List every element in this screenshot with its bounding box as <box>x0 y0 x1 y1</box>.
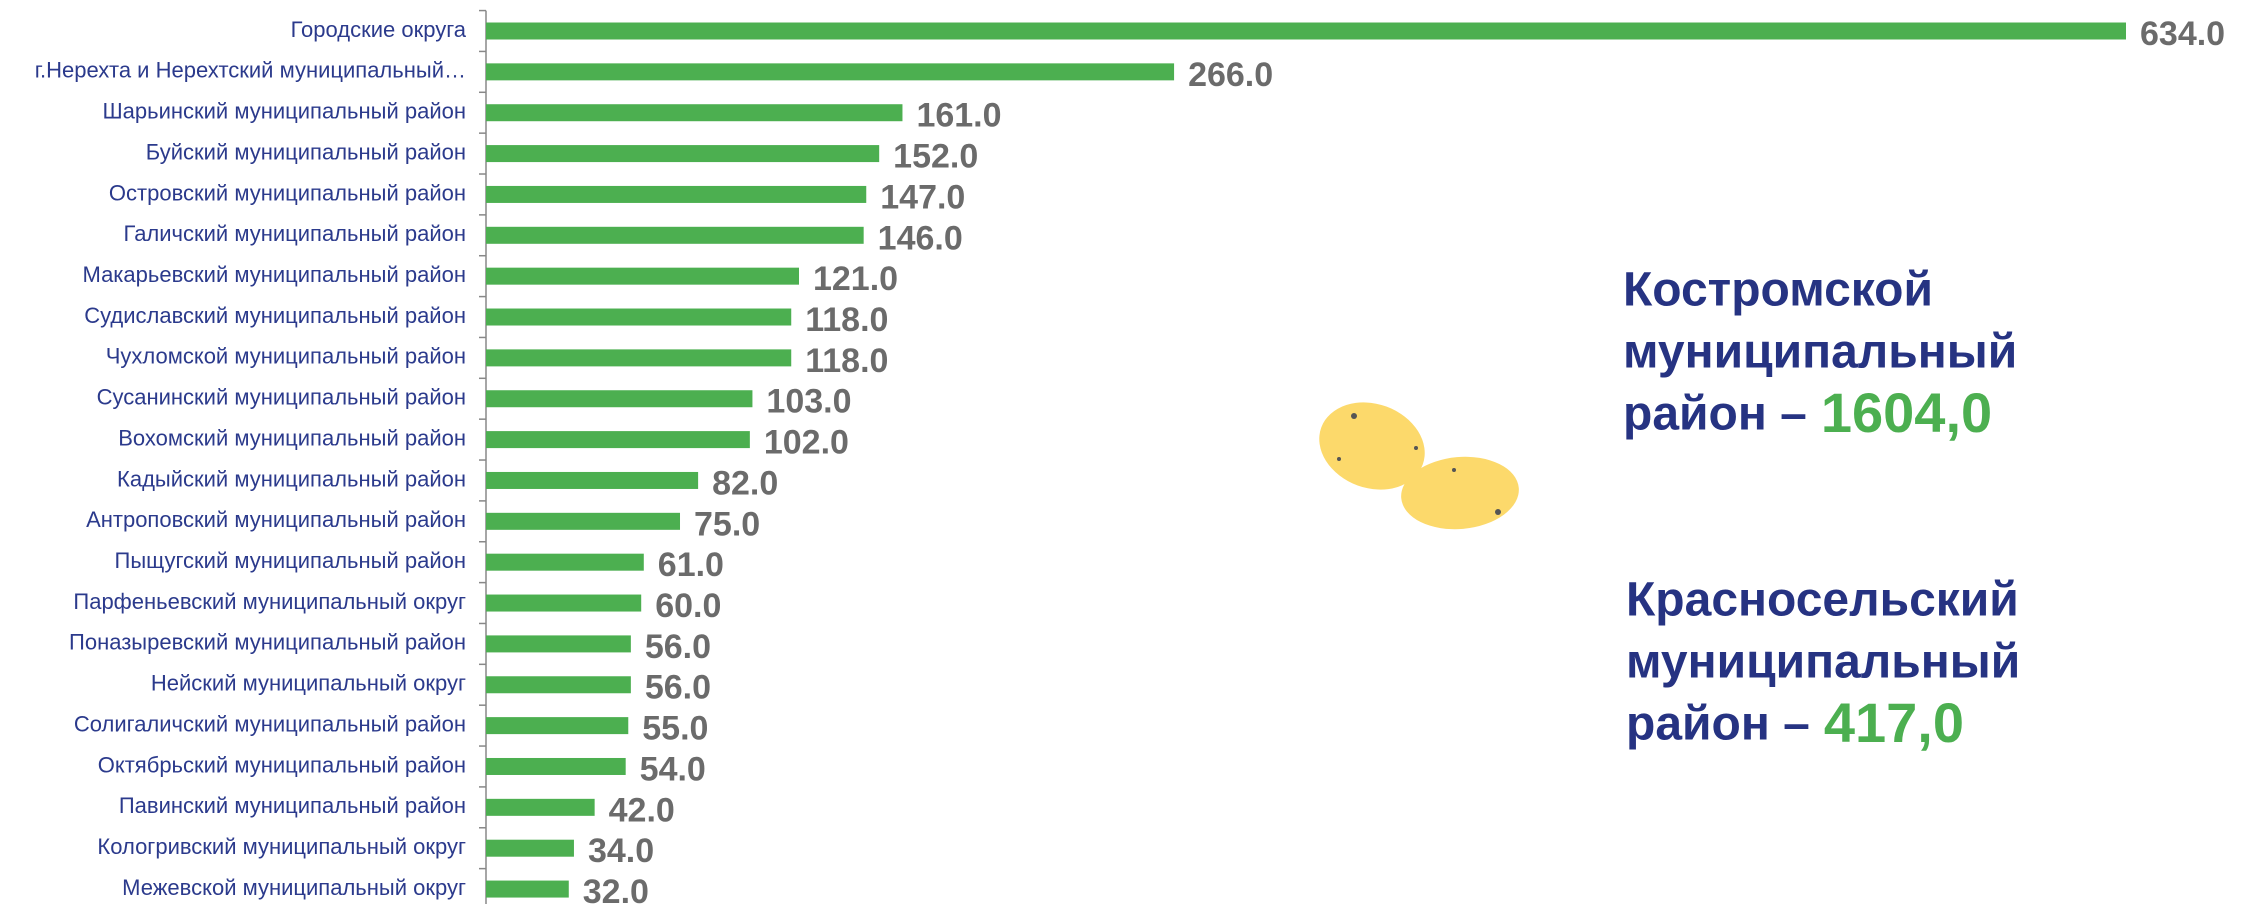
bar <box>486 267 799 285</box>
y-tick-label: Парфеньевский муниципальный округ <box>73 589 466 614</box>
potatoes-icon <box>1319 402 1519 530</box>
data-label: 82.0 <box>712 464 778 502</box>
y-tick-label: Кадыйский муниципальный район <box>117 466 466 491</box>
bar <box>486 63 1175 81</box>
bar <box>486 104 903 122</box>
data-label: 34.0 <box>588 832 654 870</box>
data-label: 161.0 <box>916 97 1001 135</box>
annotation-value: 1604,0 <box>1821 381 1992 444</box>
bar <box>486 512 681 530</box>
bar <box>486 676 631 694</box>
y-tick-label: Сусанинский муниципальный район <box>97 385 466 410</box>
bar <box>486 431 750 449</box>
y-tick-label: Галичский муниципальный район <box>124 221 466 246</box>
bar <box>486 594 642 612</box>
bar <box>486 22 2126 40</box>
y-tick-label: Поназыревский муниципальный район <box>69 630 466 655</box>
data-label: 118.0 <box>805 342 888 380</box>
y-tick-label: Вохомский муниципальный район <box>118 425 466 450</box>
data-label: 146.0 <box>878 219 963 257</box>
potato-eye <box>1337 457 1341 461</box>
y-tick-label: Пыщугский муниципальный район <box>115 548 466 573</box>
y-tick-label: Октябрьский муниципальный район <box>98 752 466 777</box>
potato <box>1401 456 1519 530</box>
data-label: 147.0 <box>880 178 965 216</box>
data-label: 54.0 <box>640 750 706 788</box>
data-label: 42.0 <box>609 791 675 829</box>
y-tick-label: Антроповский муниципальный район <box>86 507 466 532</box>
data-label: 56.0 <box>645 628 711 666</box>
data-label: 61.0 <box>658 546 724 584</box>
potato <box>1319 402 1425 490</box>
data-label: 60.0 <box>655 587 721 625</box>
bar <box>486 390 753 408</box>
bar <box>486 349 792 367</box>
y-tick-label: Нейский муниципальный округ <box>151 671 466 696</box>
y-tick-label: Кологривский муниципальный округ <box>97 834 466 859</box>
bar <box>486 145 880 163</box>
bar <box>486 717 629 735</box>
y-tick-label: Островский муниципальный район <box>109 180 466 205</box>
bar <box>486 308 792 326</box>
bar <box>486 839 574 857</box>
bar <box>486 880 569 898</box>
potato-eye <box>1495 509 1501 515</box>
y-tick-label: Городские округа <box>291 17 467 42</box>
annotation-text: муниципальный <box>1623 326 2017 379</box>
data-label: 121.0 <box>813 260 898 298</box>
potato-eye <box>1452 468 1456 472</box>
bar <box>486 226 864 244</box>
y-tick-label: Павинский муниципальный район <box>119 793 466 818</box>
data-label: 32.0 <box>583 873 649 904</box>
data-label: 75.0 <box>694 505 760 543</box>
y-tick-label: Судиславский муниципальный район <box>84 303 466 328</box>
annotation-text: муниципальный <box>1626 636 2020 689</box>
y-tick-label: Солигаличский муниципальный район <box>74 711 466 736</box>
annotation-value: 417,0 <box>1824 691 1964 754</box>
data-label: 55.0 <box>642 710 708 748</box>
bar <box>486 553 644 571</box>
bar <box>486 757 626 775</box>
data-label: 103.0 <box>766 383 851 421</box>
data-label: 266.0 <box>1188 56 1273 94</box>
bar <box>486 635 631 653</box>
y-tick-label: Макарьевский муниципальный район <box>83 262 467 287</box>
y-tick-label: Шарьинский муниципальный район <box>102 99 466 124</box>
y-tick-label: Чухломской муниципальный район <box>106 344 466 369</box>
annotation-text: район – <box>1623 388 1807 441</box>
data-label: 102.0 <box>764 424 849 462</box>
data-label: 634.0 <box>2140 15 2225 53</box>
y-tick-label: Буйский муниципальный район <box>146 139 466 164</box>
potato-eye <box>1414 446 1418 450</box>
data-label: 118.0 <box>805 301 888 339</box>
potato-eye <box>1351 413 1357 419</box>
data-label: 152.0 <box>893 138 978 176</box>
bar <box>486 471 699 489</box>
data-label: 56.0 <box>645 669 711 707</box>
annotation-text: Красносельский <box>1626 574 2019 627</box>
y-tick-label: Межевской муниципальный округ <box>122 875 466 900</box>
bar <box>486 185 867 203</box>
annotation-text: Костромской <box>1623 264 1933 317</box>
annotation-text: район – <box>1626 698 1810 751</box>
y-tick-label: г.Нерехта и Нерехтский муниципальный… <box>35 58 466 83</box>
bar <box>486 798 595 816</box>
